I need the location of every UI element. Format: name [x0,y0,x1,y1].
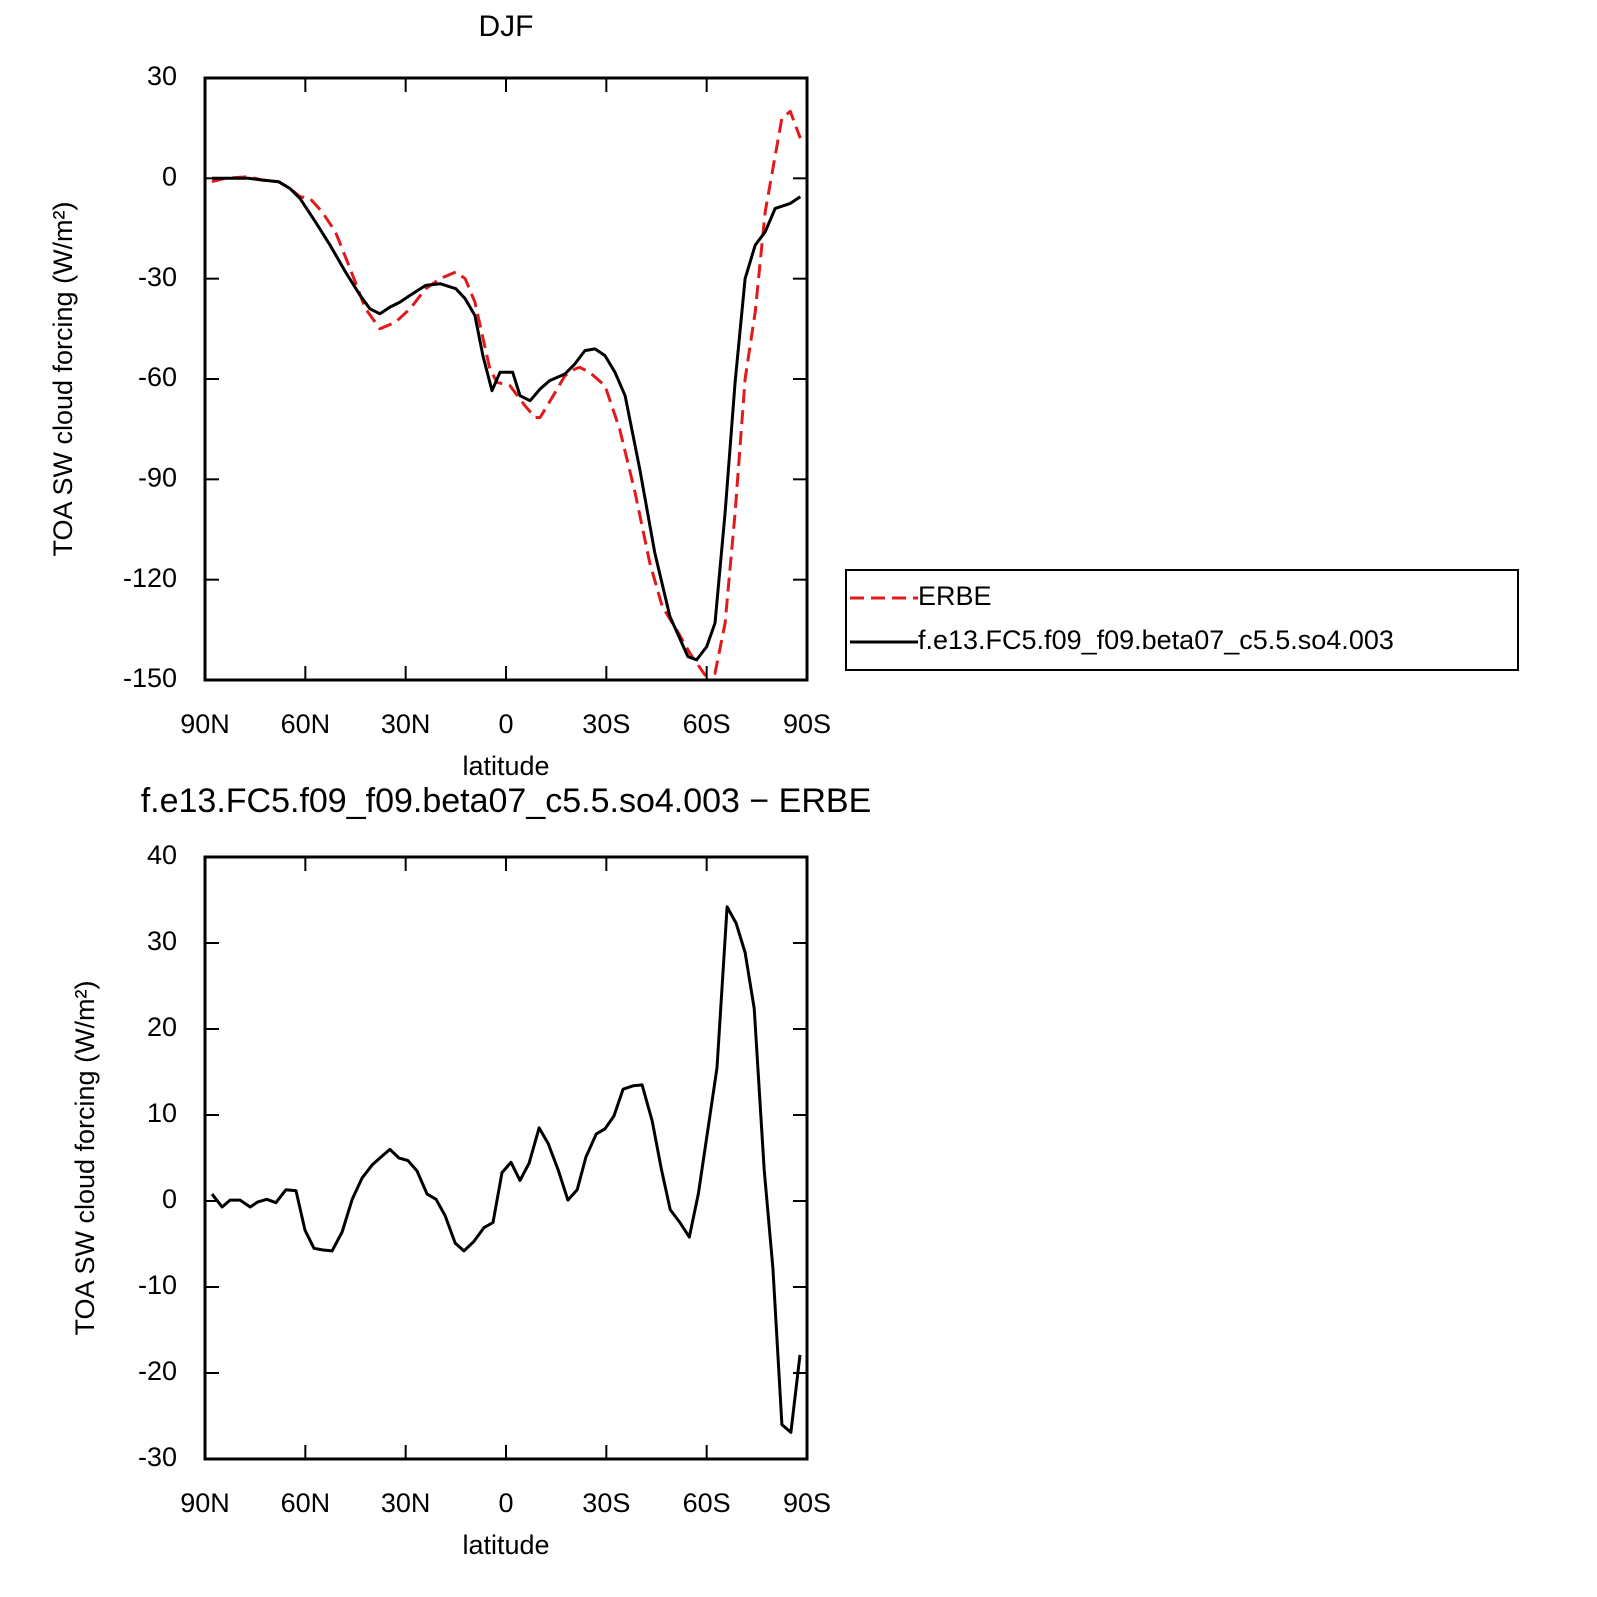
data-line [211,109,802,677]
x-tick-label: 60N [281,709,331,739]
x-tick-label: 30N [381,1488,431,1518]
y-tick-label: -90 [138,462,177,492]
x-tick-label: 90S [783,709,831,739]
x-tick-label: 90S [783,1488,831,1518]
y-tick-label: 0 [162,161,177,191]
y-axis-label: TOA SW cloud forcing (W/m²) [70,980,100,1335]
y-tick-label: 20 [147,1012,177,1042]
y-tick-label: -60 [138,362,177,392]
y-tick-label: 30 [147,926,177,956]
legend-box [845,569,1519,671]
x-tick-label: 60N [281,1488,331,1518]
y-tick-label: 10 [147,1098,177,1128]
y-axis-label: TOA SW cloud forcing (W/m²) [48,201,78,556]
y-tick-label: 30 [147,61,177,91]
data-line [212,176,802,662]
y-tick-label: 40 [147,840,177,870]
chart-title: f.e13.FC5.f09_f09.beta07_c5.5.so4.003 − … [141,782,872,820]
x-tick-label: 30N [381,709,431,739]
x-tick-label: 30S [582,709,630,739]
y-tick-label: -10 [138,1270,177,1300]
y-tick-label: -20 [138,1356,177,1386]
x-tick-label: 60S [683,1488,731,1518]
y-tick-label: -30 [138,262,177,292]
x-tick-label: 90N [180,709,230,739]
x-tick-label: 60S [683,709,731,739]
x-tick-label: 0 [498,709,513,739]
plot-frame [203,855,809,1461]
x-tick-label: 90N [180,1488,230,1518]
x-axis-label: latitude [462,751,549,781]
legend-label: ERBE [918,581,992,611]
legend-label: f.e13.FC5.f09_f09.beta07_c5.5.so4.003 [918,625,1394,655]
x-axis-label: latitude [462,1530,549,1560]
x-tick-label: 0 [498,1488,513,1518]
y-tick-label: -30 [138,1442,177,1472]
y-tick-label: 0 [162,1184,177,1214]
data-line [210,905,802,1434]
y-tick-label: -150 [123,663,177,693]
x-tick-label: 30S [582,1488,630,1518]
chart-title: DJF [479,10,534,43]
y-tick-label: -120 [123,563,177,593]
